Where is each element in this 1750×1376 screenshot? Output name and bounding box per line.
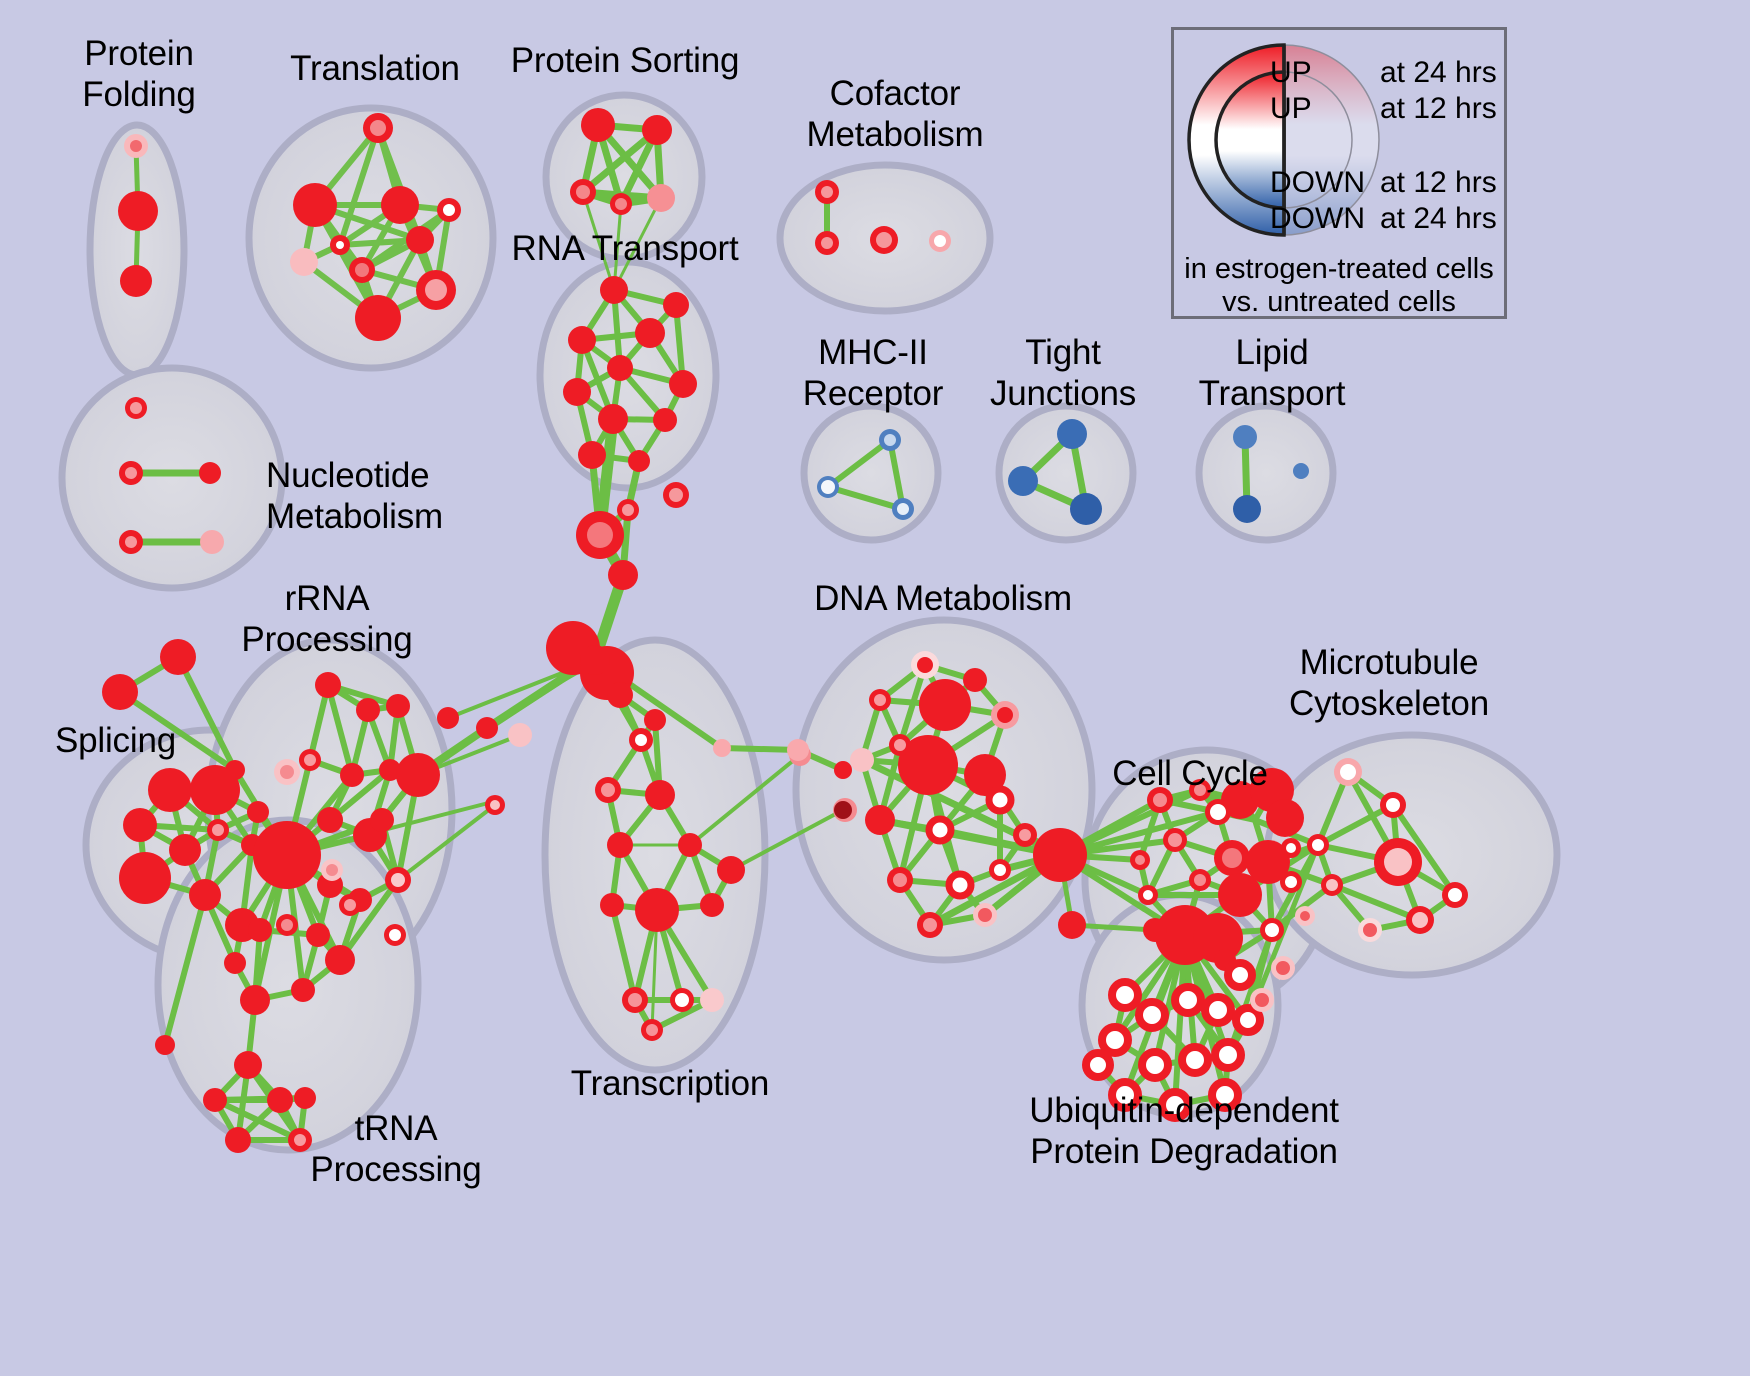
- legend-box: UP at 24 hrs UP at 12 hrs DOWN at 12 hrs…: [1171, 27, 1507, 319]
- cluster-label-protein-sorting: Protein Sorting: [510, 41, 740, 80]
- node-group-rrna-processing: [240, 672, 532, 1015]
- node-group-protein-sorting: [570, 108, 675, 215]
- cluster-label-nucleotide-metabolism: Nucleotide Metabolism: [266, 456, 443, 536]
- node-group-protein-folding: [118, 134, 158, 297]
- node-group-dna-metabolism: [713, 651, 1037, 938]
- legend-caption-line2: vs. untreated cells: [1222, 286, 1456, 318]
- legend-row3-time: at 12 hrs: [1380, 166, 1497, 199]
- legend-row3-label: DOWN: [1270, 166, 1365, 199]
- node-group-cell-cycle: [1130, 768, 1304, 971]
- node-group-mhc-ii: [817, 429, 914, 520]
- cluster-label-lipid-transport: Lipid Transport: [1198, 333, 1346, 413]
- cluster-label-mhc-ii-receptor: MHC-II Receptor: [802, 333, 944, 413]
- node-group-translation: [290, 113, 461, 341]
- node-group-rna-transport: [546, 276, 697, 700]
- network-nodes: [102, 108, 1468, 1153]
- node-group-trna-processing: [203, 1051, 316, 1153]
- cluster-label-cofactor-metabolism: Cofactor Metabolism: [806, 74, 984, 154]
- legend-row1-label: UP: [1270, 56, 1312, 89]
- cluster-label-protein-folding: Protein Folding: [82, 34, 196, 114]
- node-group-satellites: [1250, 956, 1295, 1012]
- halo-nucleotide: [58, 364, 286, 592]
- legend-caption-line1: in estrogen-treated cells: [1184, 253, 1494, 285]
- cluster-label-cell-cycle: Cell Cycle: [1112, 754, 1268, 793]
- node-group-tight-junctions: [1008, 419, 1102, 525]
- halo-mhc: [800, 402, 942, 544]
- cluster-label-dna-metabolism: DNA Metabolism: [814, 579, 1072, 618]
- cluster-label-ubiquitin-degradation: Ubiquitin-dependent Protein Degradation: [1029, 1091, 1339, 1171]
- cluster-label-tight-junctions: Tight Junctions: [989, 333, 1137, 413]
- cluster-label-rna-transport: RNA Transport: [511, 229, 739, 268]
- cluster-label-rrna-processing: rRNA Processing: [241, 579, 413, 659]
- node-group-cofactor: [815, 180, 951, 255]
- node-group-ubiquitin: [1082, 959, 1264, 1122]
- node-group-transcription: [580, 645, 745, 1041]
- node-group-nucleotide: [119, 397, 224, 554]
- node-group-splicing: [102, 639, 269, 1055]
- legend-row2-label: UP: [1270, 92, 1312, 125]
- legend-row1-time: at 24 hrs: [1380, 56, 1497, 89]
- cluster-label-microtubule-cytoskeleton: Microtubule Cytoskeleton: [1289, 643, 1489, 723]
- cluster-label-transcription: Transcription: [570, 1064, 770, 1103]
- legend-ring-diagram: [1187, 43, 1380, 237]
- halo-lipid-transport: [1195, 402, 1337, 544]
- cluster-label-translation: Translation: [290, 49, 460, 88]
- legend-row4-label: DOWN: [1270, 202, 1365, 235]
- node-group-microtubule: [1280, 758, 1468, 942]
- legend-row4-time: at 24 hrs: [1380, 202, 1497, 235]
- node-group-lipid-transport: [1233, 425, 1309, 523]
- cluster-label-trna-processing: tRNA Processing: [310, 1109, 482, 1189]
- node-group-hub: [1033, 828, 1087, 939]
- halo-transcription: [541, 636, 769, 1074]
- legend-row2-time: at 12 hrs: [1380, 92, 1497, 125]
- cluster-label-splicing: Splicing: [55, 721, 176, 760]
